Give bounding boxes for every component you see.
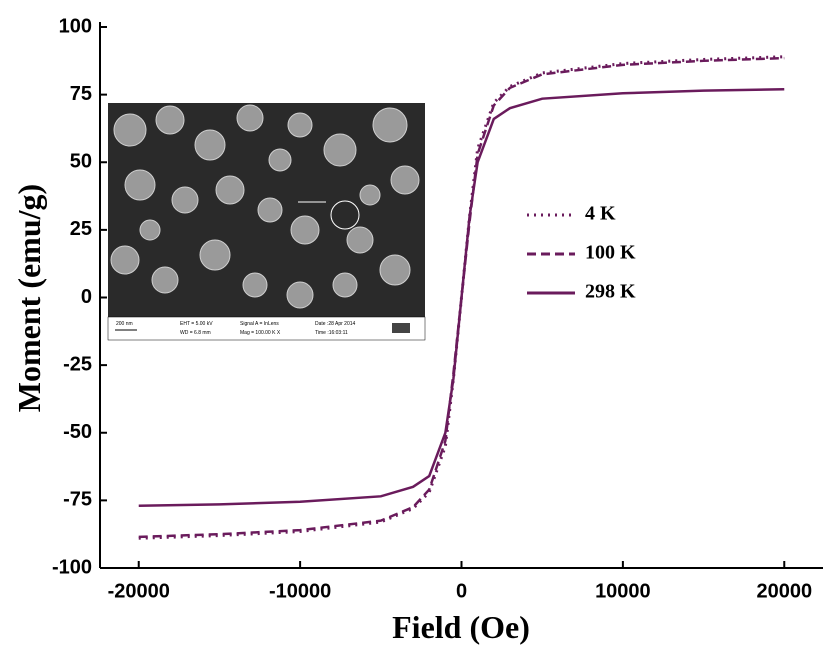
y-tick-label: 25 bbox=[70, 218, 92, 240]
marker-circle bbox=[330, 200, 360, 230]
series-line bbox=[138, 87, 785, 508]
y-tick-label: 50 bbox=[70, 151, 92, 173]
inset-label: Time :16:03:11 bbox=[315, 330, 348, 336]
y-tick-label: 75 bbox=[70, 83, 92, 105]
info-bar bbox=[107, 316, 426, 341]
x-tick-label: -20000 bbox=[108, 580, 170, 602]
particles bbox=[110, 104, 420, 309]
inset-label: Date :28 Apr 2014 bbox=[315, 321, 356, 327]
inset-image: 200 nm EHT = 5.00 kV WD = 6.8 mm Signal … bbox=[107, 103, 426, 341]
y-tick-label: 0 bbox=[81, 286, 92, 308]
inset-label: WD = 6.8 mm bbox=[180, 330, 211, 336]
x-tick-label: 20000 bbox=[756, 580, 812, 602]
x-axis-title: Field (Oe) bbox=[392, 609, 530, 645]
y-tick-label: 100 bbox=[59, 15, 92, 37]
legend-label: 100 K bbox=[585, 242, 636, 264]
inset-label: EHT = 5.00 kV bbox=[180, 321, 213, 327]
y-tick-label: -75 bbox=[63, 489, 92, 511]
y-tick-label: -25 bbox=[63, 353, 92, 375]
inset-label: Mag = 100.00 K X bbox=[240, 330, 281, 336]
x-tick-label: 10000 bbox=[595, 580, 651, 602]
y-tick-label: -50 bbox=[63, 421, 92, 443]
inset-label: 200 nm bbox=[116, 321, 133, 327]
inset-label: Signal A = InLens bbox=[240, 321, 279, 327]
x-tick-label: -10000 bbox=[269, 580, 331, 602]
y-tick-label: -100 bbox=[52, 556, 92, 578]
logo bbox=[392, 323, 410, 333]
legend-label: 298 K bbox=[585, 281, 636, 303]
y-axis-title: Moment (emu/g) bbox=[11, 184, 47, 412]
legend-label: 4 K bbox=[585, 203, 616, 225]
x-tick-label: 0 bbox=[456, 580, 467, 602]
